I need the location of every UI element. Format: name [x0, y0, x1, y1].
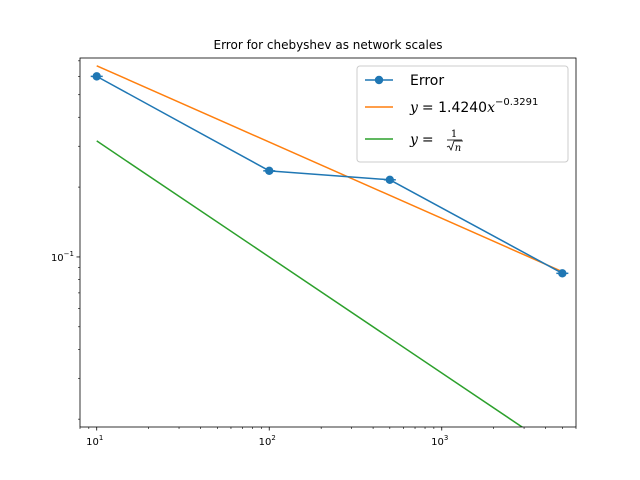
series-line-error: [96, 75, 563, 274]
x-tick-label: 103: [431, 434, 448, 448]
y-tick-exponent: −1: [64, 250, 74, 258]
x-tick-exponent: 2: [271, 434, 275, 442]
legend-inv-y: y: [409, 132, 419, 148]
legend-box: [356, 65, 569, 163]
legend-label-power-fit: y = 1.4240x−0.3291: [409, 97, 538, 116]
x-tick-label: 101: [86, 434, 103, 448]
legend-inv-denominator: n: [455, 143, 461, 154]
x-tick-base: 10: [86, 437, 99, 448]
legend-fit-eq: = 1.4240: [422, 100, 487, 116]
axes-frame: [79, 57, 577, 428]
legend-label-error: Error: [410, 73, 444, 89]
chart-title: Error for chebyshev as network scales: [214, 38, 443, 52]
x-tick-base: 10: [431, 437, 444, 448]
x-tick-exponent: 3: [444, 434, 448, 442]
legend-fit-x: x: [487, 100, 495, 116]
series-line-power-fit: [96, 65, 563, 273]
legend-inv-eq: =: [422, 132, 434, 148]
x-tick-label: 102: [259, 434, 276, 448]
y-tick-label: 10−1: [51, 250, 74, 264]
legend-sqrt-sign: [446, 140, 463, 152]
plot-area: [90, 65, 569, 427]
legend-marker-error: [374, 75, 384, 85]
legend-fit-y: y: [409, 100, 419, 116]
x-tick-base: 10: [259, 437, 272, 448]
legend-fit-exp: −0.3291: [495, 97, 538, 108]
data-point-error: [265, 166, 274, 176]
data-point-error: [558, 269, 567, 278]
data-point-error: [92, 72, 101, 81]
series-line-inverse-sqrt: [96, 140, 524, 427]
legend-inv-numerator: 1: [451, 129, 457, 140]
x-tick-exponent: 1: [99, 434, 103, 442]
y-tick-base: 10: [51, 253, 64, 264]
data-point-error: [385, 175, 395, 185]
legend-label-inverse-sqrt: y =: [409, 132, 434, 148]
